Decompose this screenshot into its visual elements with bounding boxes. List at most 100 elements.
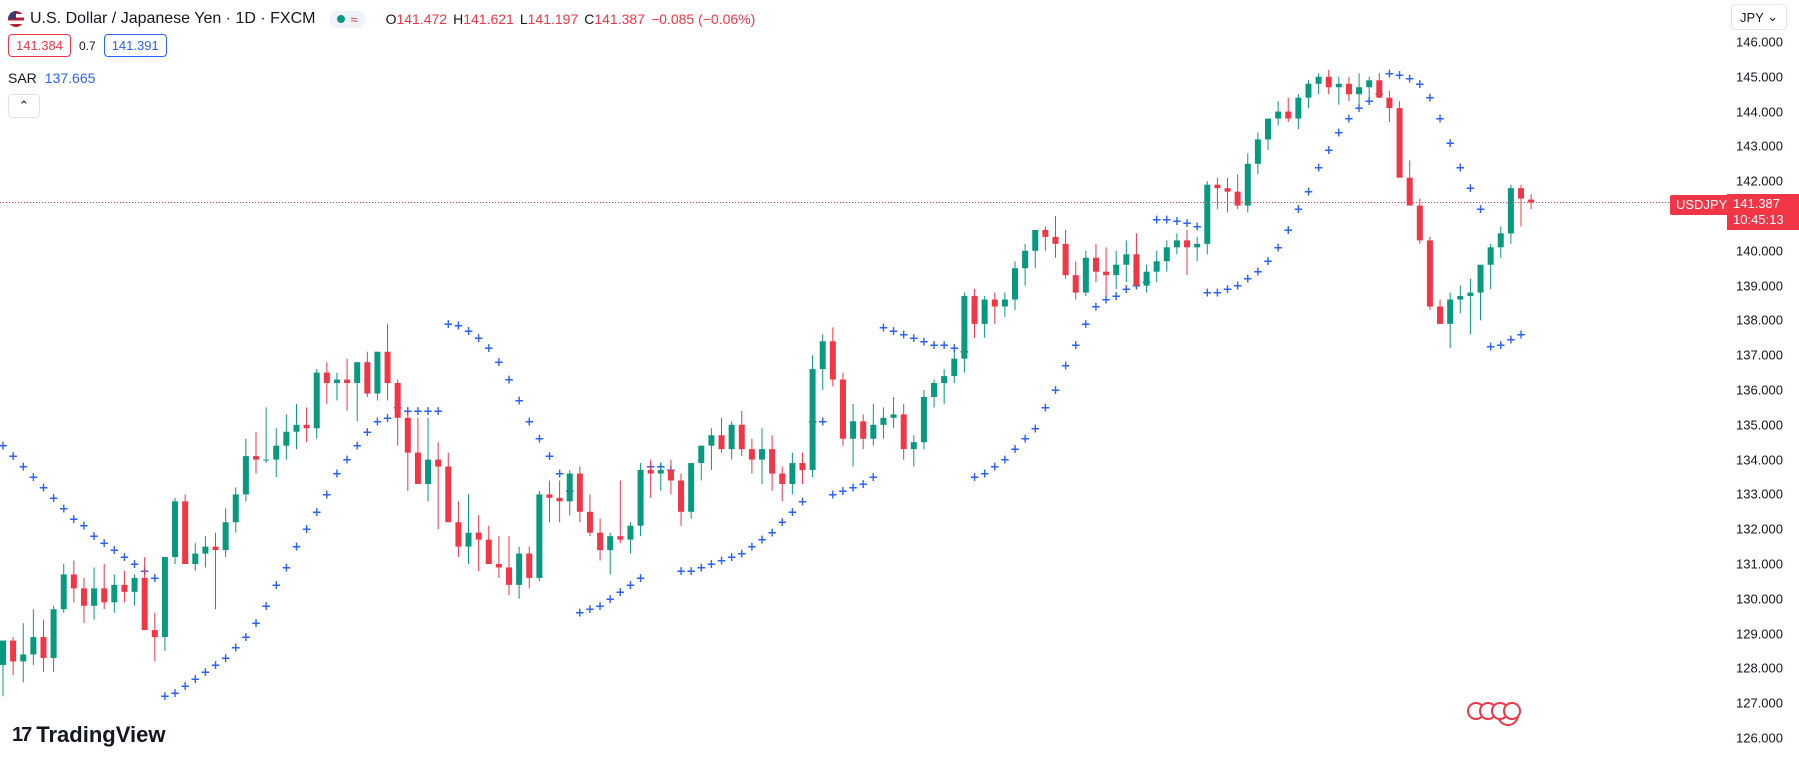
candle [1447,292,1454,349]
economic-events[interactable] [1467,702,1521,720]
candle [60,564,67,613]
candle-body [70,574,77,589]
currency-selector[interactable]: JPY ⌄ [1731,4,1787,30]
sar-point: + [130,557,140,571]
candle [1335,76,1342,105]
candle [1528,194,1535,210]
candle-body [1173,240,1180,248]
buy-button[interactable]: 141.391 [103,34,167,57]
sar-point: + [1253,265,1263,279]
last-price-value: 141.387 [1733,196,1780,211]
candle [323,362,330,404]
candle [1032,229,1039,269]
sar-point: + [1061,359,1071,373]
candle [1082,250,1089,297]
market-status[interactable]: ≈ [329,10,366,28]
sar-point: + [1415,77,1425,91]
brand-name: TradingView [36,722,166,747]
sar-point: + [1364,94,1374,108]
candle-body [475,532,482,540]
candle-body [1275,111,1282,119]
candle-body [1295,97,1302,119]
candle [263,407,270,464]
candle [303,407,310,443]
candle [1184,229,1191,276]
candle-body [688,463,695,512]
candle [1376,73,1383,98]
candle [1265,118,1271,150]
candle-body [516,553,523,585]
sar-point: + [828,487,838,501]
candle [981,296,988,338]
candle [495,536,502,578]
sell-button[interactable]: 141.384 [8,34,71,57]
candle [1406,160,1413,206]
candle-body [718,435,725,450]
candle-body [60,574,67,610]
event-flag-icon[interactable] [1503,702,1521,720]
candle-body [839,379,846,439]
sar-point: + [1192,219,1202,233]
candle-body [759,449,765,460]
candle [617,480,624,544]
candle-body [809,369,816,471]
candle [1143,264,1150,293]
candle-body [455,522,462,547]
candle-body [657,470,664,474]
candle-body [617,536,624,540]
candle [1123,240,1130,283]
chevron-down-icon: ⌄ [1767,9,1778,24]
candle [576,466,583,523]
sar-point: + [1425,91,1435,105]
sar-point: + [1101,293,1111,307]
candle [1467,278,1474,335]
sar-point: + [1354,101,1364,115]
candle-body [799,463,806,471]
price-tick-label: 136.000 [1736,382,1783,398]
candle-body [0,640,6,665]
candle-body [566,473,573,502]
sar-point: + [555,467,565,481]
candle-body [303,424,310,429]
candle [1133,233,1140,286]
candle-body [971,296,978,324]
candle [1305,80,1312,109]
candle [283,414,290,460]
candle [556,480,563,523]
candle-body [1001,299,1008,307]
candle [394,379,401,446]
candle [40,619,47,672]
candle [819,334,826,390]
candle [1325,69,1332,95]
indicator-legend[interactable]: SAR 137.665 [8,70,95,86]
candle [516,546,523,599]
low-label: L [519,11,528,27]
sar-point: + [787,505,797,519]
price-tick-label: 133.000 [1736,486,1783,502]
candle-body [222,522,229,551]
candle-body [273,445,280,460]
candle [1224,177,1231,213]
candle-body [495,564,502,568]
sar-point: + [1030,421,1040,435]
collapse-legend-button[interactable]: ⌃ [8,94,40,118]
sar-point: + [1516,327,1526,341]
sar-point: + [59,501,69,515]
candle [566,470,573,516]
candle [1113,250,1120,290]
sar-point: + [1334,125,1344,139]
candle [222,508,229,558]
candle [1214,177,1221,210]
sar-point: + [18,460,28,474]
candle [1295,94,1302,129]
candle [253,431,259,474]
sar-point: + [676,564,686,578]
sar-point: + [767,526,777,540]
tradingview-logo[interactable]: 17 TradingView [12,722,165,748]
candle-body [1437,306,1444,324]
symbol-title[interactable]: U.S. Dollar / Japanese Yen · 1D · FXCM [30,10,316,27]
candle-body [1224,188,1231,192]
candle-body [981,299,988,324]
candle-body [880,417,887,425]
